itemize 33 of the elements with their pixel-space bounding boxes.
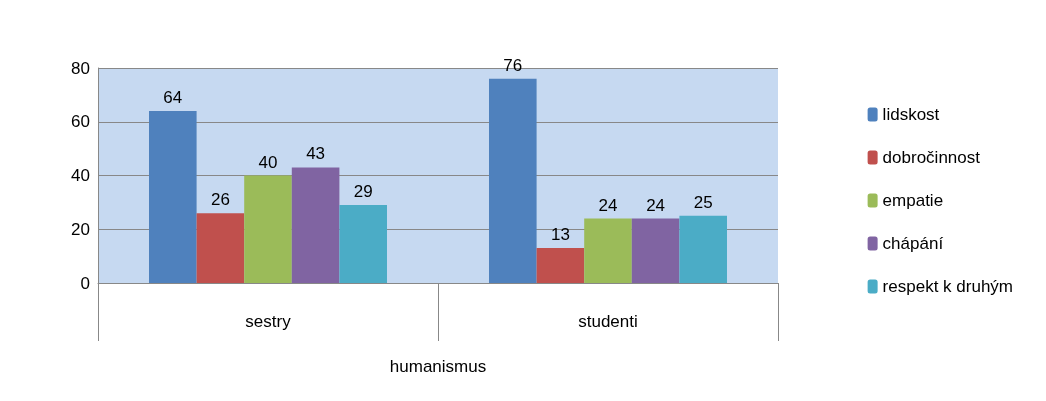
y-tick-label: 0 bbox=[80, 273, 90, 293]
x-tick-label: sestry bbox=[245, 312, 292, 331]
bar bbox=[196, 213, 245, 283]
bar bbox=[584, 218, 632, 283]
bar bbox=[244, 175, 292, 283]
data-label: 24 bbox=[646, 195, 666, 215]
data-label: 13 bbox=[550, 225, 570, 245]
data-label: 26 bbox=[210, 190, 230, 210]
bar bbox=[489, 78, 537, 283]
bar bbox=[536, 248, 585, 283]
legend-label: empatie bbox=[882, 191, 944, 210]
data-label: 76 bbox=[503, 55, 523, 75]
bar bbox=[291, 167, 340, 283]
bar bbox=[149, 111, 197, 283]
legend-label: dobročinnost bbox=[882, 148, 981, 167]
x-tick-label: studenti bbox=[578, 312, 638, 331]
data-label: 25 bbox=[693, 192, 713, 212]
y-tick-label: 40 bbox=[71, 166, 90, 185]
data-label: 24 bbox=[598, 195, 618, 215]
y-tick-label: 20 bbox=[71, 219, 90, 239]
legend-label: lidskost bbox=[882, 105, 940, 124]
data-label: 29 bbox=[353, 182, 373, 202]
bar bbox=[339, 205, 387, 283]
x-axis-title: humanismus bbox=[389, 357, 487, 376]
bar bbox=[631, 218, 680, 283]
bar bbox=[679, 215, 727, 283]
legend-label: respekt k druhým bbox=[882, 277, 1014, 296]
y-tick-label: 60 bbox=[71, 112, 90, 132]
y-tick-label: 80 bbox=[71, 58, 90, 78]
data-label: 64 bbox=[163, 88, 183, 107]
legend-label: chápání bbox=[882, 234, 944, 253]
data-label: 43 bbox=[306, 144, 326, 164]
data-label: 40 bbox=[258, 152, 278, 172]
